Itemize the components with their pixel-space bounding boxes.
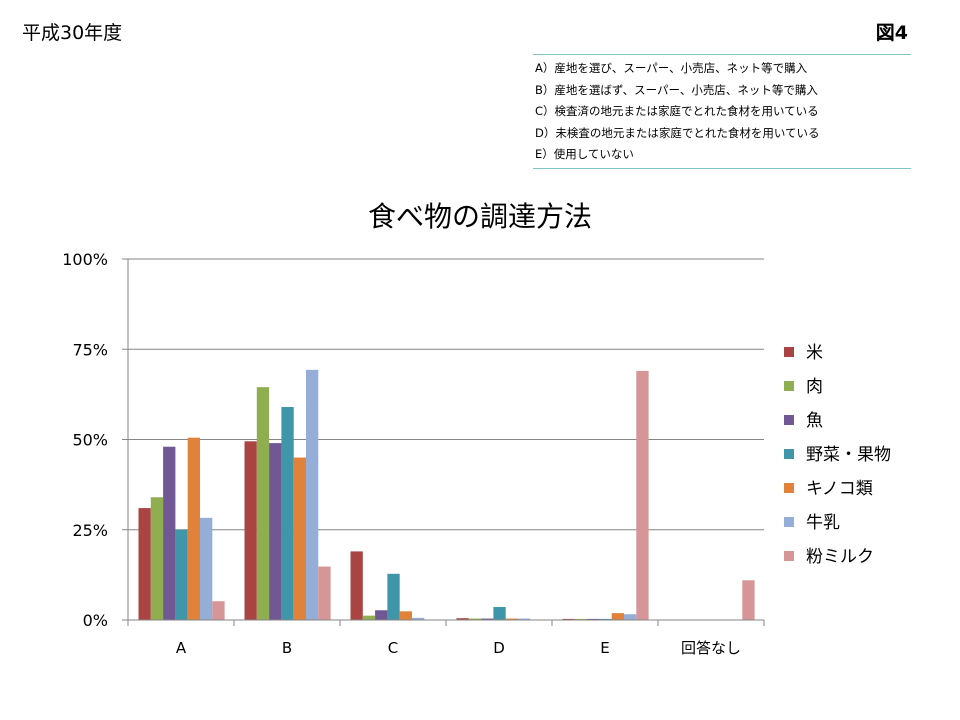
- x-tick-label: D: [493, 639, 505, 657]
- bar: [212, 601, 225, 620]
- bar: [244, 441, 257, 620]
- bars: [138, 369, 755, 620]
- definition-d: D）未検査の地元または家庭でとれた食材を用いている: [535, 125, 820, 140]
- bar: [318, 566, 331, 620]
- bar: [200, 517, 213, 620]
- bar: [611, 613, 624, 620]
- bar: [574, 618, 588, 620]
- definition-a: A）産地を選び、スーパー、小売店、ネット等で購入: [535, 61, 808, 75]
- bar: [293, 457, 306, 620]
- bar: [505, 618, 518, 620]
- x-tick-label: E: [600, 639, 609, 657]
- y-tick-label: 50%: [72, 431, 108, 450]
- chart-title: 食べ物の調達方法: [368, 200, 592, 233]
- legend-label: キノコ類: [806, 479, 873, 499]
- definition-e: E）使用していない: [535, 147, 634, 161]
- legend-label: 魚: [806, 411, 823, 431]
- bar: [562, 618, 575, 620]
- bar: [187, 437, 200, 620]
- bar: [399, 611, 412, 620]
- gridlines: [122, 258, 764, 621]
- y-tick-label: 0%: [83, 611, 108, 630]
- y-tick-label: 25%: [72, 521, 108, 540]
- bar: [456, 618, 469, 620]
- axes: 0% 25% 50% 75% 100% A B C D E 回答なし: [62, 250, 765, 657]
- bar: [599, 618, 612, 620]
- bar: [518, 618, 531, 620]
- legend-swatch: [784, 381, 794, 391]
- x-tick-label: A: [176, 639, 187, 657]
- bar: [306, 369, 319, 620]
- legend-swatch: [784, 483, 794, 493]
- bar: [175, 529, 188, 620]
- bar: [362, 615, 376, 620]
- bar: [281, 407, 294, 620]
- x-tick-label: 回答なし: [681, 639, 741, 657]
- legend-label: 牛乳: [806, 513, 840, 533]
- bar: [481, 618, 494, 620]
- legend-swatch: [784, 517, 794, 527]
- legend-label: 肉: [806, 377, 823, 397]
- legend-label: 野菜・果物: [806, 445, 891, 465]
- bar: [412, 617, 425, 620]
- category-definitions: A）産地を選び、スーパー、小売店、ネット等で購入 B）産地を選ばず、スーパー、小…: [533, 54, 911, 169]
- legend-label: 粉ミルク: [806, 547, 874, 567]
- legend-swatch: [784, 415, 794, 425]
- bar: [269, 443, 282, 620]
- legend-swatch: [784, 551, 794, 561]
- figure-number: 図4: [875, 22, 908, 44]
- legend-label: 米: [806, 343, 823, 363]
- era-label: 平成30年度: [22, 22, 123, 44]
- definition-c: C）検査済の地元または家庭でとれた食材を用いている: [535, 104, 819, 118]
- bar: [624, 614, 637, 620]
- y-tick-label: 75%: [72, 340, 108, 359]
- x-tick-label: C: [388, 639, 398, 657]
- bar: [468, 618, 482, 620]
- bar: [742, 580, 755, 620]
- bar: [375, 610, 388, 620]
- x-tick-label: B: [282, 639, 292, 657]
- definition-b: B）産地を選ばず、スーパー、小売店、ネット等で購入: [535, 82, 818, 97]
- bar: [163, 446, 176, 620]
- bar: [150, 497, 164, 620]
- bar: [387, 573, 400, 620]
- bar: [350, 551, 363, 620]
- y-tick-label: 100%: [62, 250, 108, 269]
- bar: [493, 607, 506, 620]
- bar: [138, 508, 151, 620]
- bar: [587, 618, 600, 620]
- bar: [256, 387, 270, 620]
- bar: [636, 370, 649, 620]
- legend-swatch: [784, 449, 794, 459]
- legend-swatch: [784, 347, 794, 357]
